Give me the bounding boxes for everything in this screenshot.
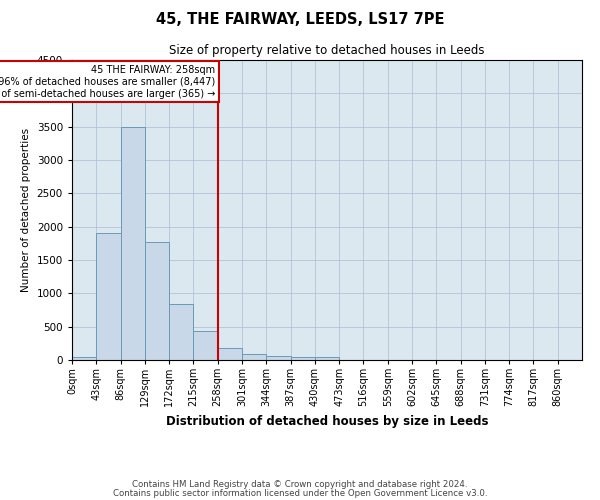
Bar	[193, 330, 218, 360]
Bar	[290, 357, 315, 360]
Bar	[169, 304, 193, 360]
Text: 45, THE FAIRWAY, LEEDS, LS17 7PE: 45, THE FAIRWAY, LEEDS, LS17 7PE	[156, 12, 444, 28]
X-axis label: Distribution of detached houses by size in Leeds: Distribution of detached houses by size …	[166, 414, 488, 428]
Bar	[242, 354, 266, 360]
Bar	[266, 356, 290, 360]
Text: 45 THE FAIRWAY: 258sqm
← 96% of detached houses are smaller (8,447)
4% of semi-d: 45 THE FAIRWAY: 258sqm ← 96% of detached…	[0, 66, 215, 98]
Bar	[72, 356, 96, 360]
Bar	[218, 348, 242, 360]
Bar	[96, 234, 121, 360]
Y-axis label: Number of detached properties: Number of detached properties	[21, 128, 31, 292]
Bar	[145, 242, 169, 360]
Bar	[315, 358, 339, 360]
Text: Contains HM Land Registry data © Crown copyright and database right 2024.: Contains HM Land Registry data © Crown c…	[132, 480, 468, 489]
Bar	[121, 128, 145, 360]
Title: Size of property relative to detached houses in Leeds: Size of property relative to detached ho…	[169, 44, 485, 58]
Text: Contains public sector information licensed under the Open Government Licence v3: Contains public sector information licen…	[113, 489, 487, 498]
